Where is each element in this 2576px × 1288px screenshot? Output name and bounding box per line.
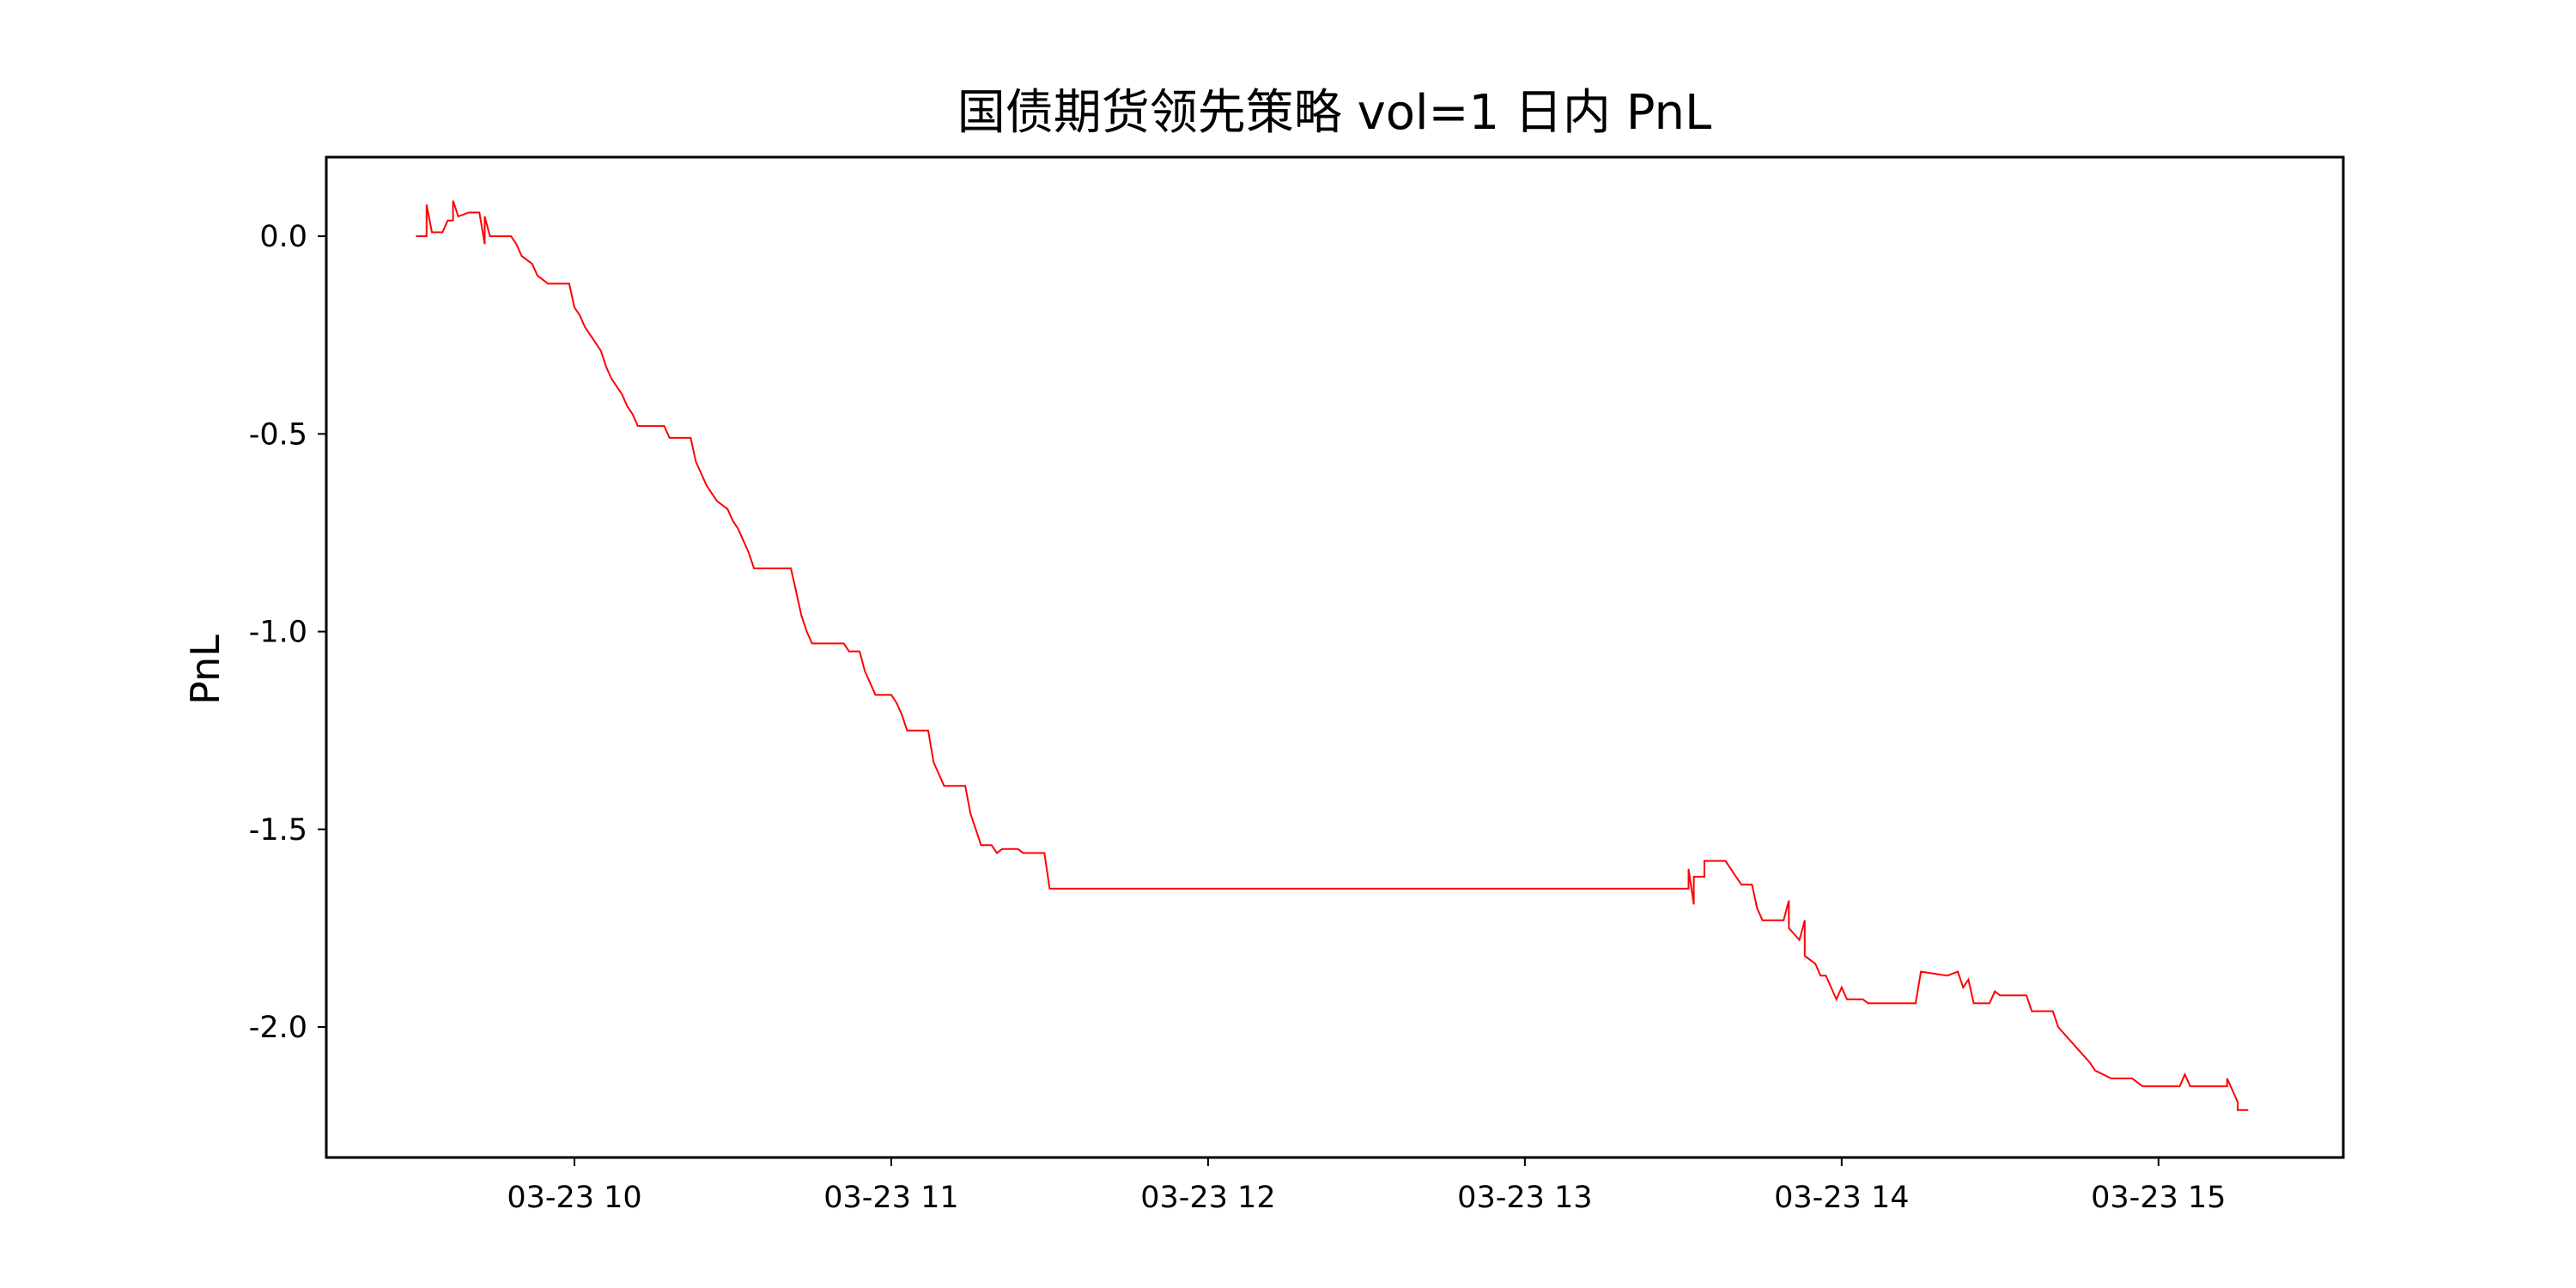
y-tick-label: -1.0 (249, 616, 307, 650)
y-tick-label: -2.0 (249, 1011, 307, 1045)
x-tick-label: 03-23 13 (1457, 1181, 1592, 1215)
plot-data (416, 200, 2249, 1111)
y-tick-label: -0.5 (249, 417, 307, 452)
x-tick-label: 03-23 11 (823, 1181, 958, 1215)
x-tick-label: 03-23 14 (1774, 1181, 1909, 1215)
y-tick-label: -1.5 (249, 813, 307, 848)
x-tick-label: 03-23 15 (2091, 1181, 2226, 1215)
plot-frame (325, 155, 2345, 1159)
axis-ticks: 03-23 10 03-23 11 03-23 12 03-23 13 03-23 14… (249, 220, 2227, 1215)
y-tick-label: 0.0 (259, 220, 307, 254)
y-axis-label: PnL (182, 635, 228, 705)
x-tick-label: 03-23 10 (507, 1181, 641, 1215)
x-tick-label: 03-23 12 (1140, 1181, 1275, 1215)
chart-title: 国债期货领先策略 vol=1 日内 PnL (957, 85, 1711, 141)
pnl-series-line (416, 200, 2249, 1111)
